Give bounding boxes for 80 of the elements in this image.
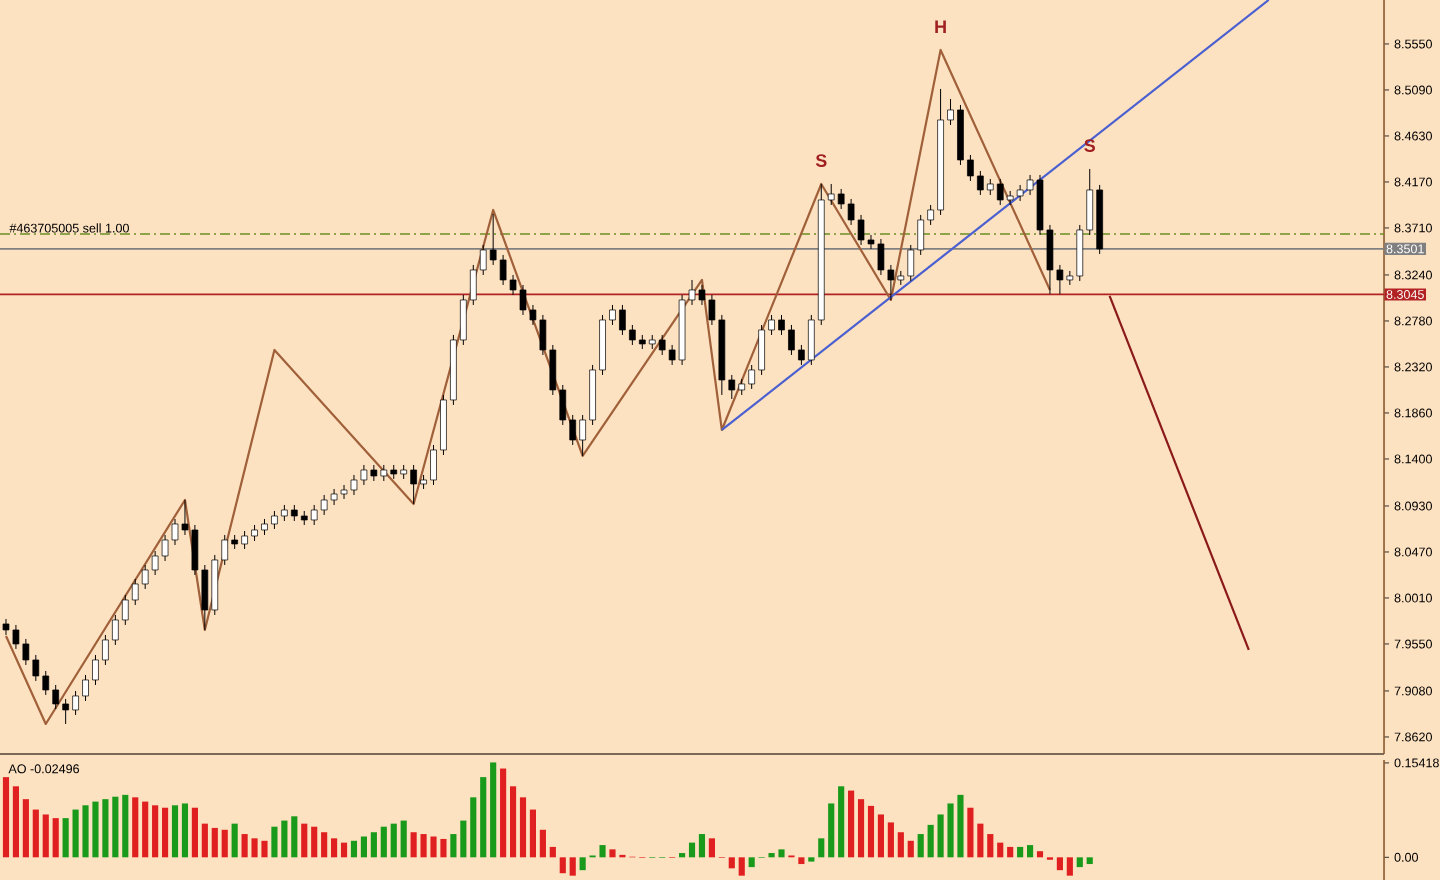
bar [340,842,348,858]
bar [52,818,59,858]
bar [360,836,367,858]
bar [62,818,69,858]
bar [350,840,358,858]
bar [708,838,715,858]
annotation: H [935,20,946,33]
bar [698,834,706,858]
bar [1086,857,1093,865]
bar [460,820,467,858]
bar [380,826,387,858]
line-series [4,48,1052,726]
bar [549,846,556,858]
bar [301,823,308,858]
bar [1007,846,1014,858]
bar [529,809,537,858]
bar [1056,857,1063,871]
bar [877,814,885,858]
bar [480,777,487,858]
bar [470,797,477,858]
bar [917,834,924,858]
bar [1066,857,1073,876]
bar [838,786,845,858]
bar [688,842,696,858]
bar [122,794,129,858]
bar [897,832,904,858]
bar [291,816,298,858]
bar [907,840,914,858]
bar [191,807,198,858]
bar [161,807,169,858]
bar [848,790,855,858]
bar [967,807,974,858]
bar [828,803,835,858]
bar [231,823,238,858]
bar [132,797,139,858]
bar [321,832,328,858]
bar [569,857,576,876]
annotation: S [815,154,827,167]
bar [201,823,208,858]
bar [2,777,10,858]
bar [311,826,318,858]
bar [738,857,745,876]
bar [331,838,338,858]
bar [370,832,377,858]
bar [12,786,20,858]
bar [112,796,119,858]
bar [1036,851,1044,858]
bar [798,857,805,865]
bar [748,857,755,868]
bar [1026,845,1034,858]
bar [987,834,994,858]
bar [22,799,29,858]
bar [500,768,507,858]
bar [211,827,218,858]
bar [390,823,397,858]
bar [509,786,517,858]
bar [728,857,735,869]
bar [519,797,527,858]
bar [997,842,1004,858]
bar [450,834,457,858]
bar [579,857,586,871]
annotation: S [1084,139,1095,152]
bar [32,809,39,858]
bar [490,762,497,858]
bar [152,805,159,858]
bar [867,805,875,858]
bar [1076,857,1083,868]
bar [818,838,825,858]
bar [887,822,894,858]
bar [181,803,189,858]
bar [400,820,407,858]
bar [142,801,149,858]
bar [42,814,49,858]
bar [221,829,228,858]
bar [559,857,566,874]
bar [539,829,546,858]
bar [857,799,865,858]
bar [1017,846,1024,858]
bar [171,805,179,858]
bar [977,823,984,858]
